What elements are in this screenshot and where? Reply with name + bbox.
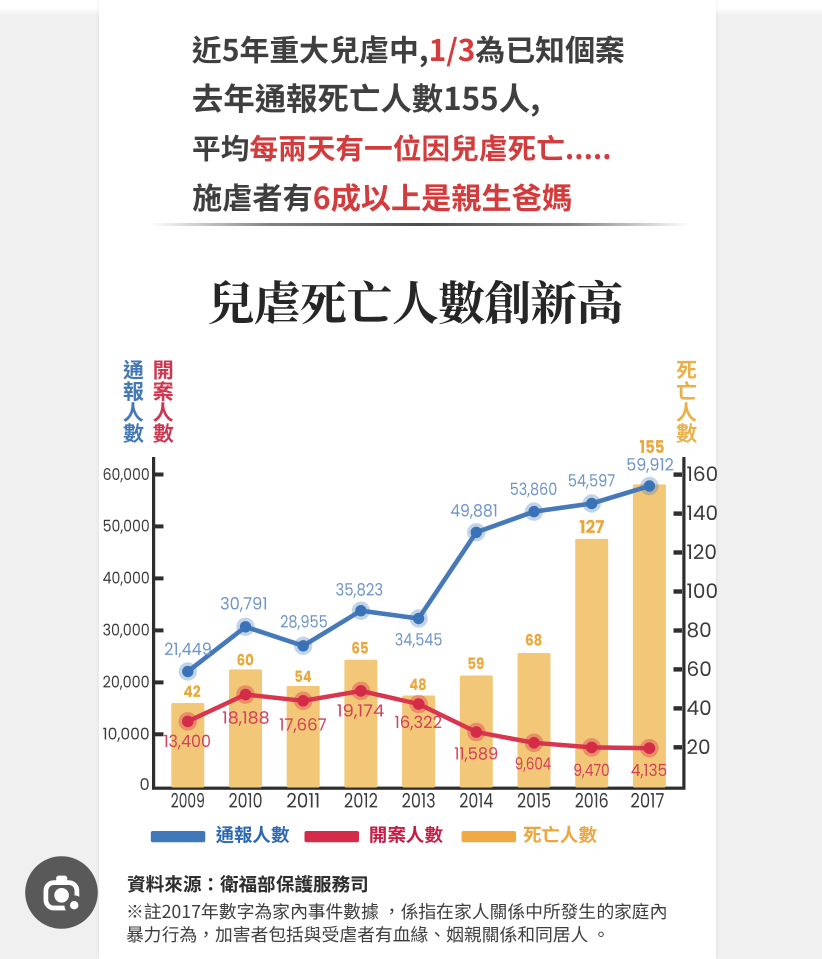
svg-text:亡: 亡 — [676, 376, 697, 406]
svg-text:13,400: 13,400 — [163, 729, 211, 753]
svg-text:40,000: 40,000 — [103, 567, 150, 590]
svg-text:100: 100 — [687, 577, 719, 605]
svg-text:42: 42 — [183, 682, 200, 703]
svg-text:160: 160 — [687, 460, 719, 488]
svg-text:2011: 2011 — [286, 786, 320, 814]
svg-text:60: 60 — [237, 650, 254, 671]
svg-text:48: 48 — [409, 675, 426, 696]
svg-text:30,000: 30,000 — [103, 619, 150, 642]
svg-text:人: 人 — [676, 397, 697, 427]
svg-text:0: 0 — [140, 773, 150, 796]
svg-text:30,791: 30,791 — [220, 592, 268, 616]
svg-text:開案人數: 開案人數 — [369, 822, 443, 848]
svg-text:人: 人 — [123, 397, 144, 427]
svg-text:數: 數 — [153, 418, 175, 448]
svg-text:20,000: 20,000 — [103, 671, 150, 694]
svg-text:35,823: 35,823 — [336, 577, 384, 601]
svg-text:155: 155 — [640, 435, 665, 460]
svg-text:54: 54 — [294, 667, 312, 688]
svg-text:4,135: 4,135 — [631, 758, 668, 782]
svg-text:17,667: 17,667 — [279, 713, 327, 737]
svg-text:2014: 2014 — [459, 786, 493, 814]
svg-text:2015: 2015 — [517, 786, 551, 814]
svg-text:2009: 2009 — [171, 786, 205, 814]
svg-text:開: 開 — [153, 355, 174, 385]
svg-text:50,000: 50,000 — [103, 515, 150, 538]
svg-text:59: 59 — [467, 654, 484, 675]
svg-text:數: 數 — [676, 418, 698, 448]
svg-text:報: 報 — [123, 376, 145, 406]
svg-text:2017: 2017 — [630, 786, 664, 814]
svg-text:數: 數 — [123, 418, 145, 448]
svg-text:11,589: 11,589 — [454, 742, 498, 766]
svg-text:2016: 2016 — [575, 786, 609, 814]
svg-text:2010: 2010 — [229, 786, 263, 814]
svg-text:34,545: 34,545 — [395, 628, 443, 652]
svg-text:9,604: 9,604 — [515, 751, 552, 775]
svg-text:9,470: 9,470 — [573, 758, 610, 782]
svg-text:40: 40 — [687, 694, 712, 722]
svg-text:死亡人數: 死亡人數 — [523, 822, 597, 848]
svg-text:18,188: 18,188 — [222, 705, 270, 729]
svg-text:21,449: 21,449 — [164, 637, 212, 661]
svg-text:60: 60 — [687, 655, 712, 683]
svg-text:人: 人 — [153, 397, 174, 427]
svg-text:140: 140 — [687, 499, 719, 527]
svg-text:59,912: 59,912 — [626, 452, 674, 476]
svg-text:通報人數: 通報人數 — [216, 822, 290, 848]
svg-text:127: 127 — [579, 515, 605, 540]
svg-text:28,955: 28,955 — [280, 609, 328, 633]
svg-text:68: 68 — [525, 630, 542, 651]
svg-text:16,322: 16,322 — [395, 710, 443, 734]
svg-text:53,860: 53,860 — [510, 477, 558, 501]
svg-text:65: 65 — [351, 639, 368, 660]
svg-text:20: 20 — [687, 733, 711, 761]
svg-text:10,000: 10,000 — [103, 723, 150, 746]
svg-text:2012: 2012 — [344, 786, 378, 814]
svg-text:案: 案 — [153, 376, 174, 406]
svg-text:死: 死 — [676, 355, 697, 385]
svg-text:120: 120 — [687, 538, 717, 566]
svg-text:2013: 2013 — [402, 786, 436, 814]
svg-text:54,597: 54,597 — [568, 468, 616, 492]
svg-text:49,881: 49,881 — [450, 498, 498, 522]
svg-text:80: 80 — [687, 616, 712, 644]
svg-text:60,000: 60,000 — [103, 463, 150, 486]
svg-text:19,174: 19,174 — [337, 699, 385, 723]
svg-text:通: 通 — [123, 355, 144, 385]
